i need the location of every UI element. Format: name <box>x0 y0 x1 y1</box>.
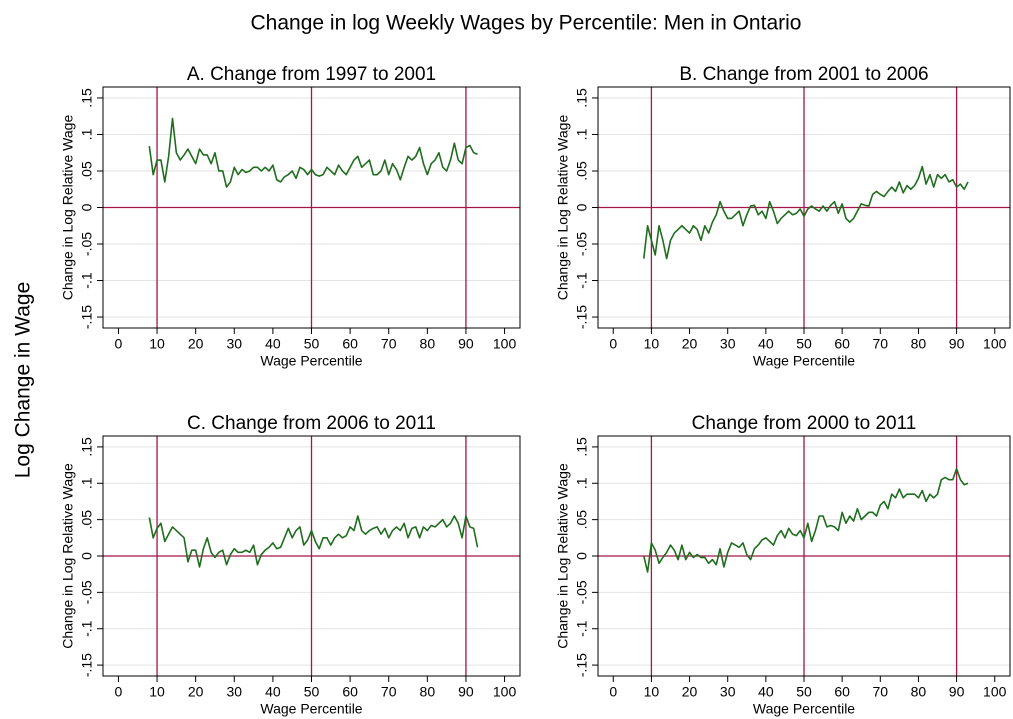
panel-title: C. Change from 2006 to 2011 <box>187 413 436 434</box>
y-tick-label: 0 <box>79 552 95 560</box>
panel-title: B. Change from 2001 to 2006 <box>679 64 928 85</box>
data-line <box>642 165 969 260</box>
x-tick-label: 60 <box>342 336 358 352</box>
y-tick-label: -.1 <box>79 272 95 289</box>
y-tick-label: -.15 <box>79 305 95 329</box>
x-tick-label: 30 <box>720 336 736 352</box>
y-tick-label: -.15 <box>79 653 95 677</box>
y-tick-label: -.1 <box>574 272 590 289</box>
x-axis-label: Wage Percentile <box>260 701 362 717</box>
y-tick-label: .15 <box>574 88 590 108</box>
x-tick-label: 40 <box>758 336 774 352</box>
y-tick-label: -.15 <box>574 305 590 329</box>
y-tick-label: .05 <box>79 510 95 530</box>
x-tick-label: 100 <box>983 336 1007 352</box>
x-tick-label: 50 <box>796 684 812 700</box>
x-tick-label: 70 <box>873 336 889 352</box>
y-tick-label: -.15 <box>574 653 590 677</box>
y-tick-label: .1 <box>574 477 590 489</box>
panel-title: Change from 2000 to 2011 <box>692 413 917 434</box>
x-tick-label: 60 <box>834 684 850 700</box>
y-tick-label: -.05 <box>574 232 590 256</box>
panel-title: A. Change from 1997 to 2001 <box>187 64 436 85</box>
x-tick-label: 0 <box>609 684 617 700</box>
plot-frame <box>102 435 521 677</box>
y-tick-label: -.05 <box>574 580 590 604</box>
x-axis-label: Wage Percentile <box>753 701 855 717</box>
x-tick-label: 70 <box>873 684 889 700</box>
x-tick-label: 10 <box>149 684 165 700</box>
y-tick-label: .15 <box>574 437 590 457</box>
y-tick-label: -.05 <box>79 580 95 604</box>
x-tick-label: 100 <box>493 336 517 352</box>
x-tick-label: 40 <box>758 684 774 700</box>
x-tick-label: 20 <box>682 336 698 352</box>
x-tick-label: 30 <box>226 684 242 700</box>
figure-y-label: Log Change in Wage <box>12 282 35 479</box>
y-tick-label: 0 <box>574 203 590 211</box>
y-tick-label: .1 <box>574 128 590 140</box>
x-tick-label: 10 <box>644 336 660 352</box>
x-tick-label: 60 <box>834 336 850 352</box>
x-tick-label: 50 <box>304 336 320 352</box>
x-tick-label: 50 <box>796 336 812 352</box>
x-tick-label: 90 <box>458 336 474 352</box>
y-tick-label: .05 <box>574 161 590 181</box>
x-tick-label: 40 <box>265 684 281 700</box>
y-tick-label: 0 <box>79 203 95 211</box>
x-tick-label: 70 <box>381 684 397 700</box>
x-tick-label: 50 <box>304 684 320 700</box>
y-axis-label: Change in Log Relative Wage <box>555 463 571 649</box>
data-line <box>148 515 479 568</box>
y-axis-label: Change in Log Relative Wage <box>60 115 76 301</box>
x-tick-label: 70 <box>381 336 397 352</box>
y-tick-label: .05 <box>574 510 590 530</box>
x-tick-label: 0 <box>609 336 617 352</box>
x-axis-label: Wage Percentile <box>753 353 855 369</box>
x-tick-label: 30 <box>720 684 736 700</box>
x-tick-label: 20 <box>188 684 204 700</box>
x-tick-label: 80 <box>911 684 927 700</box>
x-tick-label: 0 <box>115 684 123 700</box>
x-axis-label: Wage Percentile <box>260 353 362 369</box>
y-tick-label: .05 <box>79 161 95 181</box>
y-tick-label: -.1 <box>574 620 590 637</box>
x-tick-label: 90 <box>949 684 965 700</box>
x-tick-label: 100 <box>983 684 1007 700</box>
plot-frame <box>102 86 521 329</box>
x-tick-label: 60 <box>342 684 358 700</box>
data-line <box>643 467 969 573</box>
y-tick-label: .15 <box>79 88 95 108</box>
x-tick-label: 80 <box>911 336 927 352</box>
plot-frame <box>597 435 1011 677</box>
x-tick-label: 80 <box>420 684 436 700</box>
y-axis-label: Change in Log Relative Wage <box>555 115 571 301</box>
figure-title: Change in log Weekly Wages by Percentile… <box>251 12 802 35</box>
y-tick-label: .1 <box>79 477 95 489</box>
y-tick-label: -.1 <box>79 620 95 637</box>
x-tick-label: 100 <box>493 684 517 700</box>
x-tick-label: 90 <box>458 684 474 700</box>
x-tick-label: 20 <box>188 336 204 352</box>
plot-frame <box>597 86 1011 329</box>
x-tick-label: 90 <box>949 336 965 352</box>
x-tick-label: 40 <box>265 336 281 352</box>
x-tick-label: 10 <box>644 684 660 700</box>
data-line <box>148 117 478 188</box>
y-tick-label: .1 <box>79 128 95 140</box>
y-tick-label: 0 <box>574 552 590 560</box>
y-axis-label: Change in Log Relative Wage <box>60 463 76 649</box>
x-tick-label: 0 <box>115 336 123 352</box>
x-tick-label: 30 <box>226 336 242 352</box>
x-tick-label: 80 <box>420 336 436 352</box>
x-tick-label: 10 <box>149 336 165 352</box>
y-tick-label: -.05 <box>79 232 95 256</box>
x-tick-label: 20 <box>682 684 698 700</box>
y-tick-label: .15 <box>79 437 95 457</box>
